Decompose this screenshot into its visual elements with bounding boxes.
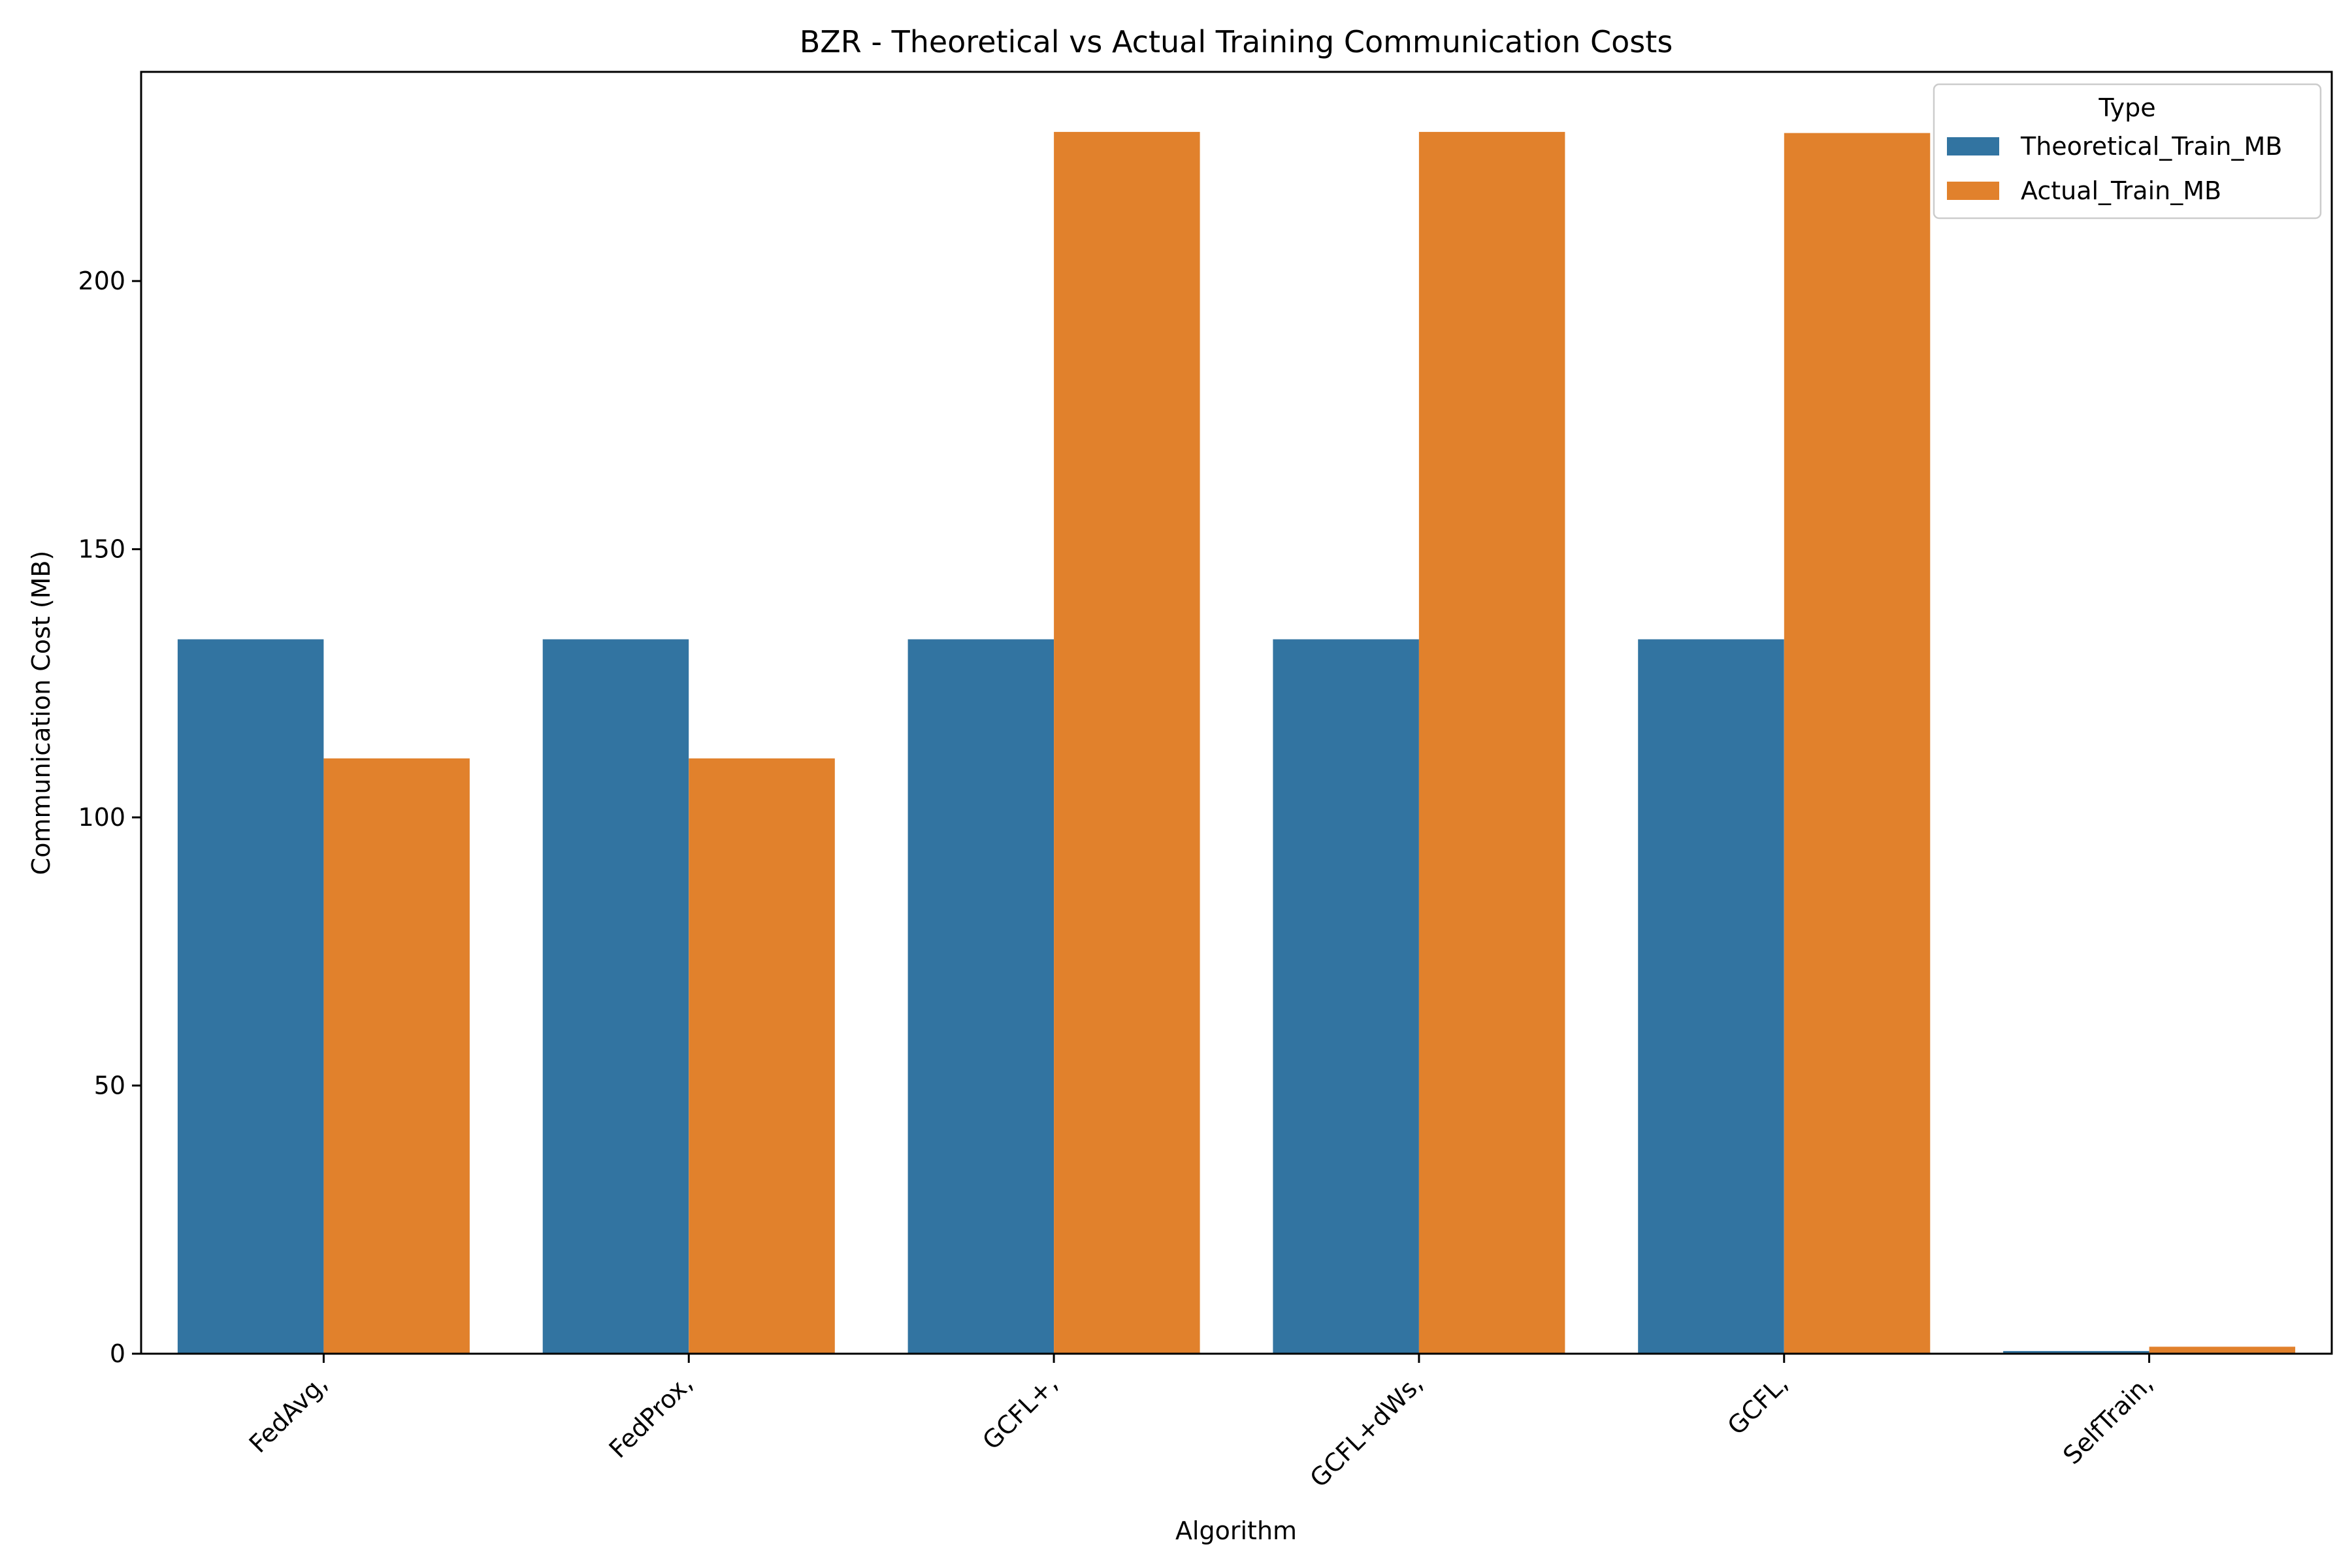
chart-title: BZR - Theoretical vs Actual Training Com…: [800, 24, 1673, 59]
bar-theoretical-1: [542, 639, 689, 1354]
bar-actual-3: [1418, 131, 1565, 1354]
legend-swatch-actual: [1947, 182, 1999, 200]
y-tick-label: 100: [78, 803, 125, 832]
bar-theoretical-0: [177, 639, 324, 1354]
bar-theoretical-2: [907, 639, 1054, 1354]
x-tick-label: GCFL+dWs,: [1304, 1369, 1428, 1493]
y-tick-label: 150: [78, 535, 125, 564]
legend-label-actual: Actual_Train_MB: [2021, 176, 2221, 205]
x-tick-label: SelfTrain,: [2057, 1369, 2159, 1470]
y-axis: 0 50 100 150 200: [78, 267, 141, 1368]
x-axis: FedAvg, FedProx, GCFL+, GCFL+dWs, GCFL, SelfT…: [244, 1354, 2159, 1493]
y-axis-title: Communication Cost (MB): [27, 551, 56, 875]
plot-area-frame: [140, 71, 2333, 1355]
x-tick-label: FedProx,: [604, 1369, 698, 1463]
bar-theoretical-4: [1638, 639, 1784, 1354]
x-tick-label: GCFL+,: [977, 1369, 1063, 1455]
legend: Type Theoretical_Train_MB Actual_Train_M…: [1933, 83, 2322, 220]
y-tick-label: 200: [78, 267, 125, 295]
y-tick-label: 50: [94, 1071, 125, 1100]
bar-actual-1: [689, 758, 835, 1354]
x-tick-label: GCFL,: [1722, 1369, 1793, 1441]
legend-title: Type: [2098, 93, 2155, 122]
bar-actual-5: [2149, 1347, 2296, 1354]
bar-actual-4: [1784, 133, 1931, 1354]
bars-layer: [177, 131, 2296, 1354]
x-tick-label: FedAvg,: [244, 1369, 333, 1458]
y-tick-label: 0: [110, 1339, 125, 1368]
legend-swatch-theoretical: [1947, 137, 1999, 155]
bar-actual-2: [1054, 131, 1200, 1354]
bar-theoretical-5: [2003, 1350, 2149, 1354]
bar-theoretical-3: [1273, 639, 1419, 1354]
legend-label-theoretical: Theoretical_Train_MB: [2020, 132, 2282, 161]
legend-box: [1933, 83, 2322, 220]
x-axis-title: Algorithm: [1175, 1516, 1297, 1545]
bar-actual-0: [323, 758, 470, 1354]
